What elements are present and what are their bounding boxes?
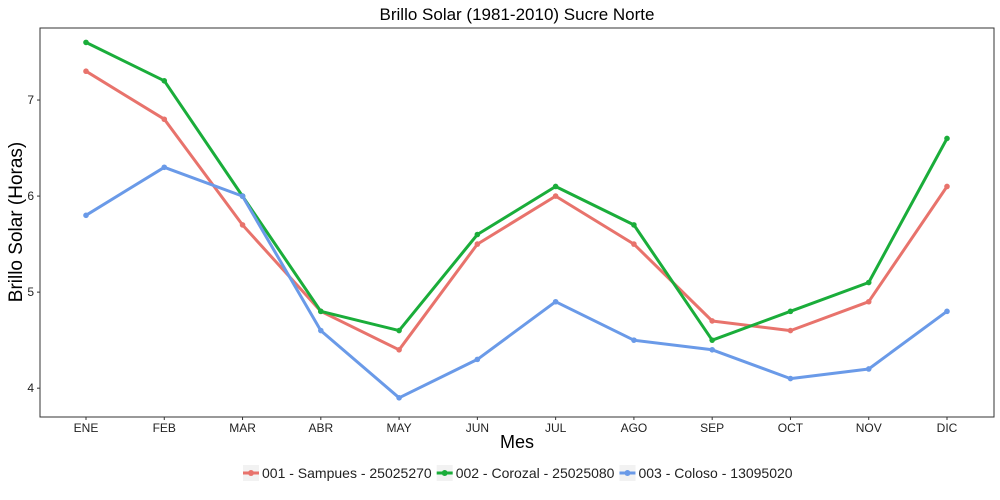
y-axis-title: Brillo Solar (Horas) [6,142,27,302]
data-point [552,193,559,199]
chart-title: Brillo Solar (1981-2010) Sucre Norte [380,5,655,24]
x-tick-label: AGO [621,421,648,435]
data-point [631,337,637,343]
legend: 001 - Sampues - 25025270 002 - Corozal - … [243,465,793,481]
data-point [631,241,637,247]
x-tick-label: MAR [229,421,256,435]
legend-item: 001 - Sampues - 25025270 [243,465,432,481]
series-line [84,40,949,342]
data-point [318,327,324,334]
y-tick-label: 5 [27,285,34,299]
data-point [83,68,89,75]
x-tick-label: JUL [545,421,567,435]
data-point [161,78,168,84]
series-line [84,165,949,400]
data-point [787,327,794,334]
data-point [865,366,872,372]
x-tick-label: JUN [466,421,489,435]
data-point [161,164,168,171]
legend-label: 003 - Coloso - 13095020 [638,465,792,481]
data-point [474,241,481,247]
x-axis-title: Mes [500,432,534,452]
x-tick-label: ENE [74,421,99,435]
x-tick-label: OCT [778,421,804,435]
legend-label: 002 - Corozal - 25025080 [456,465,615,481]
data-point [631,222,637,228]
data-point [944,135,950,142]
data-point [474,356,481,363]
data-point [944,183,950,190]
y-axis: 4 5 6 7 [27,93,40,395]
data-point [83,212,89,219]
data-point [396,346,402,353]
data-point [239,222,246,228]
x-tick-label: MAY [387,421,412,435]
series-3 [83,164,950,401]
x-tick-label: DIC [937,421,958,435]
series-line [84,69,949,352]
data-point [474,231,481,238]
x-tick-label: NOV [856,421,882,435]
x-tick-label: SEP [700,421,724,435]
data-point [787,375,794,382]
x-tick-label: FEB [153,421,176,435]
y-tick-label: 6 [27,189,34,203]
y-tick-label: 4 [27,381,34,395]
legend-item: 002 - Corozal - 25025080 [436,465,615,481]
data-point [396,327,402,334]
legend-key-point [624,470,631,476]
data-point [552,183,559,190]
data-point [709,318,715,324]
series-2 [83,39,950,343]
legend-key-point [441,470,448,476]
data-point [552,298,559,305]
plot-panel [39,27,995,418]
data-point [83,39,89,46]
data-point [239,193,246,199]
data-point [318,308,324,315]
legend-item: 003 - Coloso - 13095020 [619,465,793,481]
series-1 [83,68,950,353]
data-point [865,298,872,305]
data-point [787,308,794,315]
y-tick-label: 7 [27,93,34,107]
x-tick-label: ABR [308,421,333,435]
data-point [944,308,950,315]
legend-key-point [248,470,254,476]
data-point [709,337,715,343]
data-point [396,394,402,401]
series-layer [83,39,950,401]
data-point [865,279,872,286]
legend-label: 001 - Sampues - 25025270 [262,465,432,481]
x-axis: ENE FEB MAR ABR MAY JUN JUL AGO SEP OCT NOV DIC [74,417,958,435]
data-point [709,346,715,353]
data-point [161,116,168,123]
